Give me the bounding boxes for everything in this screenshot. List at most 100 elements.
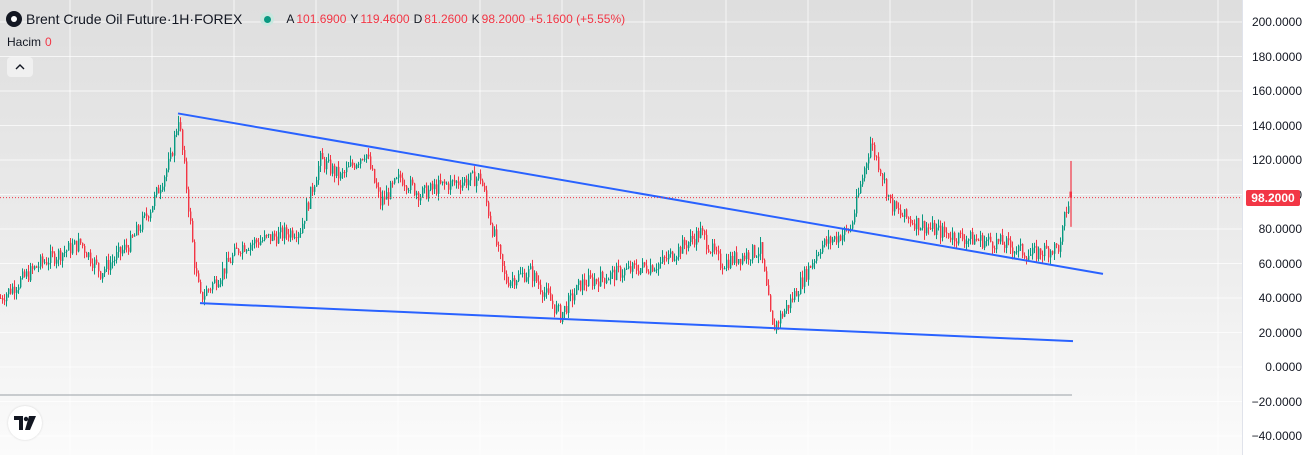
- candle-up: [974, 238, 976, 245]
- market-open-dot-icon[interactable]: [260, 12, 275, 26]
- candle-up: [942, 226, 944, 238]
- candle-down: [400, 174, 402, 178]
- candle-down: [412, 179, 414, 184]
- candle-up: [1028, 255, 1030, 260]
- candle-down: [188, 189, 190, 212]
- volume-legend[interactable]: Hacim 0: [7, 35, 52, 49]
- candle-down: [1004, 244, 1006, 248]
- tradingview-logo-icon[interactable]: [8, 406, 42, 440]
- candle-down: [940, 225, 942, 238]
- candle-down: [912, 223, 914, 225]
- symbol-name[interactable]: Brent Crude Oil Future: [26, 11, 167, 27]
- exchange[interactable]: FOREX: [194, 11, 243, 27]
- candle-down: [414, 183, 416, 196]
- candle-down: [708, 249, 710, 253]
- candle-up: [302, 223, 304, 234]
- candle-down: [344, 172, 346, 174]
- candle-up: [858, 193, 860, 196]
- candle-up: [316, 180, 318, 187]
- price-scale[interactable]: 200.0000 180.0000 160.0000 140.0000 120.0000…: [1242, 0, 1307, 455]
- candle-down: [722, 268, 724, 270]
- candle-down: [406, 186, 408, 191]
- candle-up: [342, 172, 344, 174]
- candle-down: [240, 252, 242, 254]
- candle-up: [1030, 254, 1032, 256]
- close-value: 98.2000: [481, 12, 526, 26]
- candle-down: [630, 266, 632, 272]
- interval[interactable]: 1H: [171, 11, 190, 27]
- candle-up: [966, 240, 968, 245]
- candle-up: [290, 230, 292, 238]
- candle-up: [660, 262, 662, 264]
- candle-down: [886, 179, 888, 197]
- symbol-legend[interactable]: Brent Crude Oil Future · 1H · FOREX A 10…: [6, 10, 629, 28]
- candle-up: [784, 310, 786, 317]
- candle-up: [696, 230, 698, 245]
- symbol-logo-icon: [6, 11, 22, 27]
- candle-down: [486, 190, 488, 203]
- candle-down: [474, 171, 476, 187]
- candle-down: [492, 224, 494, 236]
- candle-down: [198, 273, 200, 283]
- price-tick-label: 20.0000: [1258, 325, 1302, 340]
- candle-down: [840, 235, 842, 241]
- chart-area[interactable]: Brent Crude Oil Future · 1H · FOREX A 10…: [0, 0, 1242, 455]
- candle-down: [288, 234, 290, 238]
- price-chart[interactable]: [0, 0, 1242, 455]
- candle-up: [622, 275, 624, 278]
- candle-down: [536, 272, 538, 282]
- candle-down: [126, 244, 128, 248]
- candle-up: [438, 180, 440, 194]
- candle-down: [42, 256, 44, 263]
- candle-down: [372, 168, 374, 170]
- change-value: +5.1600 (+5.55%): [529, 12, 626, 26]
- candle-up: [738, 259, 740, 264]
- candle-up: [204, 295, 206, 300]
- candle-up: [1014, 251, 1016, 254]
- candle-down: [448, 183, 450, 190]
- candle-down: [24, 271, 26, 277]
- candle-down: [704, 230, 706, 235]
- candle-up: [284, 227, 286, 239]
- candle-down: [454, 180, 456, 183]
- candle-up: [528, 269, 530, 278]
- candle-up: [58, 250, 60, 260]
- candle-up: [670, 251, 672, 255]
- candle-up: [314, 186, 316, 192]
- candle-up: [318, 165, 320, 181]
- candle-up: [544, 292, 546, 297]
- candle-up: [110, 262, 112, 271]
- high-label: Y: [350, 12, 359, 26]
- candle-up: [650, 265, 652, 274]
- candle-down: [914, 223, 916, 230]
- candle-down: [796, 291, 798, 297]
- candle-down: [580, 280, 582, 291]
- candle-down: [542, 292, 544, 297]
- candle-down: [276, 236, 278, 244]
- candle-up: [272, 233, 274, 241]
- candle-up: [12, 286, 14, 294]
- candle-down: [698, 230, 700, 238]
- candle-up: [450, 180, 452, 190]
- candle-up: [654, 269, 656, 272]
- upper-trendline[interactable]: [177, 112, 1104, 275]
- candle-down: [646, 265, 648, 272]
- candle-up: [1020, 244, 1022, 246]
- lower-trendline[interactable]: [199, 302, 1074, 343]
- candle-down: [768, 285, 770, 296]
- collapse-legend-button[interactable]: [7, 57, 33, 77]
- candle-up: [420, 196, 422, 201]
- candle-down: [28, 271, 30, 281]
- candle-down: [684, 239, 686, 246]
- candle-down: [484, 186, 486, 191]
- candle-up: [1062, 226, 1064, 242]
- candle-down: [308, 202, 310, 209]
- candle-down: [230, 261, 232, 264]
- candle-up: [20, 278, 22, 288]
- candle-up: [682, 239, 684, 254]
- candle-down: [180, 122, 182, 130]
- candle-down: [404, 185, 406, 187]
- candle-down: [90, 252, 92, 264]
- candle-up: [812, 262, 814, 268]
- candle-down: [334, 165, 336, 176]
